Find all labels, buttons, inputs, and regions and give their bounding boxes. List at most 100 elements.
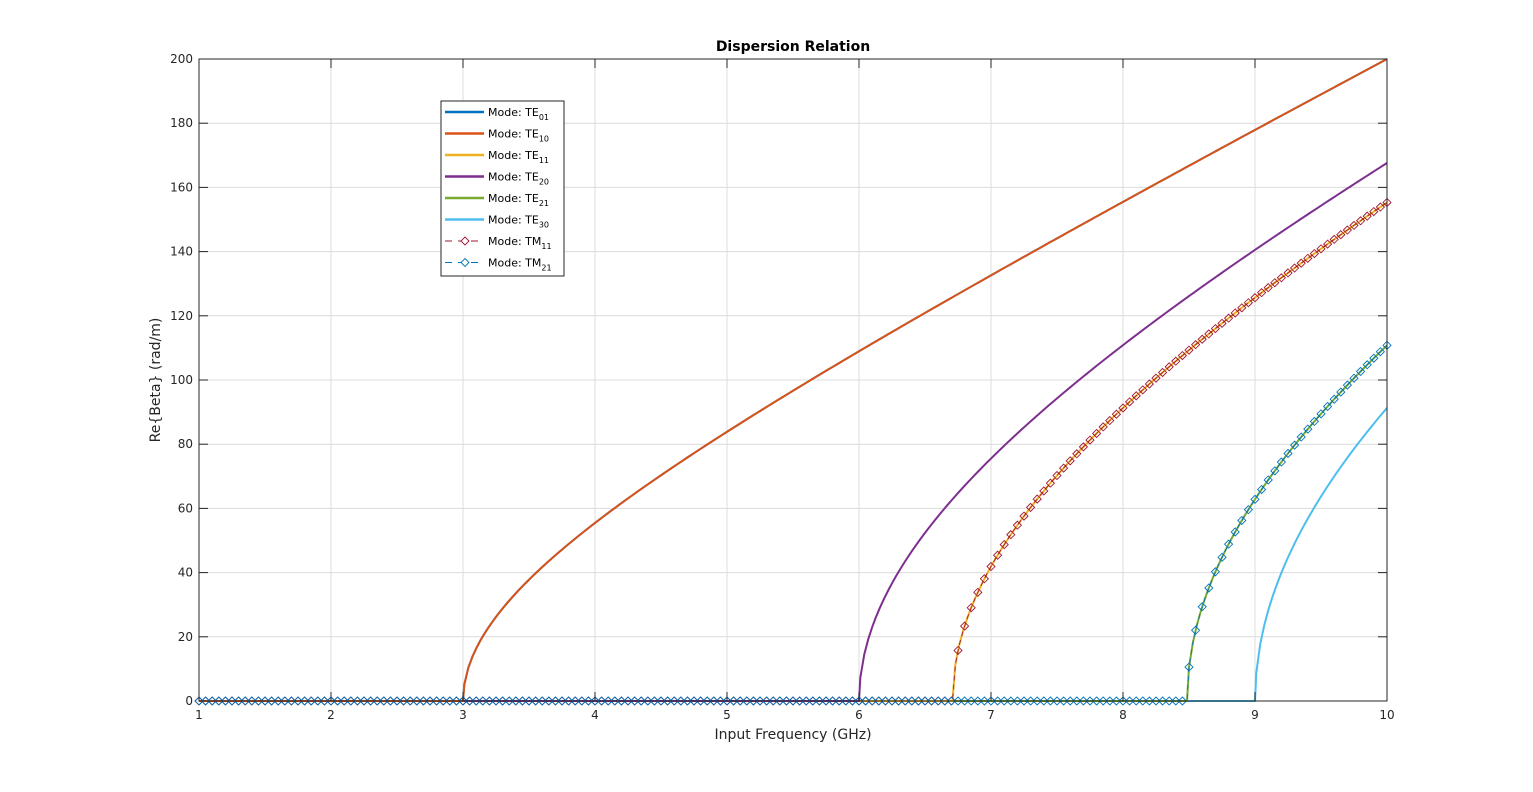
data-point-tm11 (1375, 202, 1386, 212)
data-point-tm21 (1204, 583, 1214, 593)
data-point-tm11 (1039, 486, 1049, 496)
legend-label: Mode: TM21 (488, 257, 552, 273)
data-point-tm21 (1362, 360, 1372, 370)
data-point-tm21 (200, 696, 211, 706)
data-point-tm11 (1091, 428, 1102, 439)
data-point-tm21 (1171, 696, 1181, 706)
data-point-tm11 (1019, 511, 1029, 521)
data-point-tm21 (346, 696, 356, 706)
data-point-tm21 (1210, 567, 1221, 577)
axes (198, 58, 1388, 702)
data-point-tm21 (1065, 696, 1075, 706)
data-point-tm11 (1336, 230, 1346, 240)
data-point-tm21 (1276, 457, 1287, 467)
data-point-tm21 (299, 696, 310, 706)
data-point-tm11 (1309, 248, 1320, 259)
y-tick-labels: 0 20 40 60 80 100 120 140 160 180 200 (170, 52, 193, 708)
data-point-tm21 (1329, 394, 1339, 404)
data-point-tm11 (999, 539, 1009, 550)
data-point-tm21 (1223, 539, 1234, 549)
x-tick-label: 7 (987, 708, 995, 722)
data-point-tm21 (992, 696, 1003, 706)
data-point-tm21 (1336, 387, 1346, 397)
data-point-tm21 (986, 696, 996, 706)
series-line-tm11 (199, 202, 1388, 702)
data-point-tm11 (1342, 225, 1353, 235)
data-point-tm21 (926, 696, 937, 706)
data-point-tm11 (1124, 397, 1135, 407)
data-point-tm21 (1164, 696, 1174, 706)
data-point-tm21 (332, 696, 343, 706)
data-point-tm11 (1045, 478, 1056, 488)
data-point-tm21 (821, 696, 831, 706)
y-tick-label: 100 (170, 373, 193, 387)
data-point-tm21 (742, 696, 752, 706)
data-point-tm21 (953, 696, 963, 706)
data-point-tm21 (517, 696, 528, 706)
data-point-tm11 (1072, 449, 1082, 459)
data-point-tm21 (643, 696, 653, 706)
data-point-tm21 (1217, 552, 1227, 563)
data-point-tm21 (610, 696, 620, 706)
data-point-tm21 (887, 696, 897, 706)
data-point-tm21 (405, 696, 415, 706)
data-point-tm21 (814, 696, 825, 706)
data-point-tm11 (1329, 234, 1339, 245)
data-point-tm21 (907, 696, 917, 706)
data-point-tm11 (1058, 463, 1069, 473)
data-point-tm21 (563, 696, 574, 706)
data-point-tm21 (755, 696, 765, 706)
data-point-tm21 (689, 696, 699, 706)
data-point-tm11 (953, 645, 963, 656)
data-point-tm21 (827, 696, 838, 706)
data-point-tm21 (1230, 527, 1240, 537)
data-point-tm21 (570, 696, 580, 706)
data-point-tm21 (656, 696, 666, 706)
data-point-tm21 (306, 696, 316, 706)
data-point-tm11 (973, 587, 983, 597)
data-point-tm21 (715, 696, 726, 706)
data-point-tm11 (1296, 258, 1306, 268)
series-line-te20 (199, 162, 1388, 702)
data-point-tm21 (662, 696, 673, 706)
data-point-tm21 (207, 696, 217, 706)
data-point-tm21 (438, 696, 448, 706)
data-point-tm21 (247, 696, 257, 706)
x-tick-labels: 1 2 3 4 5 6 7 8 9 10 (195, 708, 1394, 722)
data-point-tm11 (1355, 216, 1366, 226)
data-point-tm11 (1151, 373, 1161, 383)
data-point-tm11 (1190, 340, 1201, 350)
data-point-tm21 (1369, 353, 1379, 363)
data-point-tm21 (781, 696, 792, 706)
data-point-tm21 (1105, 696, 1115, 706)
data-point-tm11 (1065, 456, 1075, 466)
data-point-tm21 (497, 696, 508, 706)
data-point-tm21 (1111, 696, 1122, 706)
data-point-tm11 (1256, 288, 1267, 298)
y-tick-label: 0 (185, 694, 193, 708)
data-point-tm21 (1243, 504, 1254, 515)
data-point-tm11 (1131, 391, 1141, 401)
data-point-tm11 (1289, 263, 1300, 273)
data-point-tm11 (1243, 298, 1254, 308)
data-point-tm21 (966, 696, 976, 706)
data-point-tm11 (1303, 253, 1313, 264)
data-point-tm11 (1025, 502, 1036, 513)
data-point-tm21 (240, 696, 250, 706)
data-point-tm21 (596, 696, 607, 706)
data-point-tm21 (1283, 448, 1293, 459)
data-point-tm11 (1138, 385, 1148, 395)
data-point-tm11 (1217, 318, 1227, 328)
data-point-tm21 (1118, 696, 1128, 706)
data-point-tm21 (1072, 696, 1082, 706)
data-point-tm11 (959, 621, 970, 631)
data-point-tm11 (1184, 345, 1194, 355)
data-point-tm21 (999, 696, 1009, 706)
data-point-tm21 (398, 696, 409, 706)
data-point-tm11 (1369, 206, 1379, 217)
data-point-tm21 (445, 696, 455, 706)
data-point-tm11 (1118, 403, 1128, 413)
legend-label: Mode: TE20 (488, 171, 549, 187)
data-point-tm21 (266, 696, 277, 706)
data-point-tm21 (227, 696, 237, 706)
